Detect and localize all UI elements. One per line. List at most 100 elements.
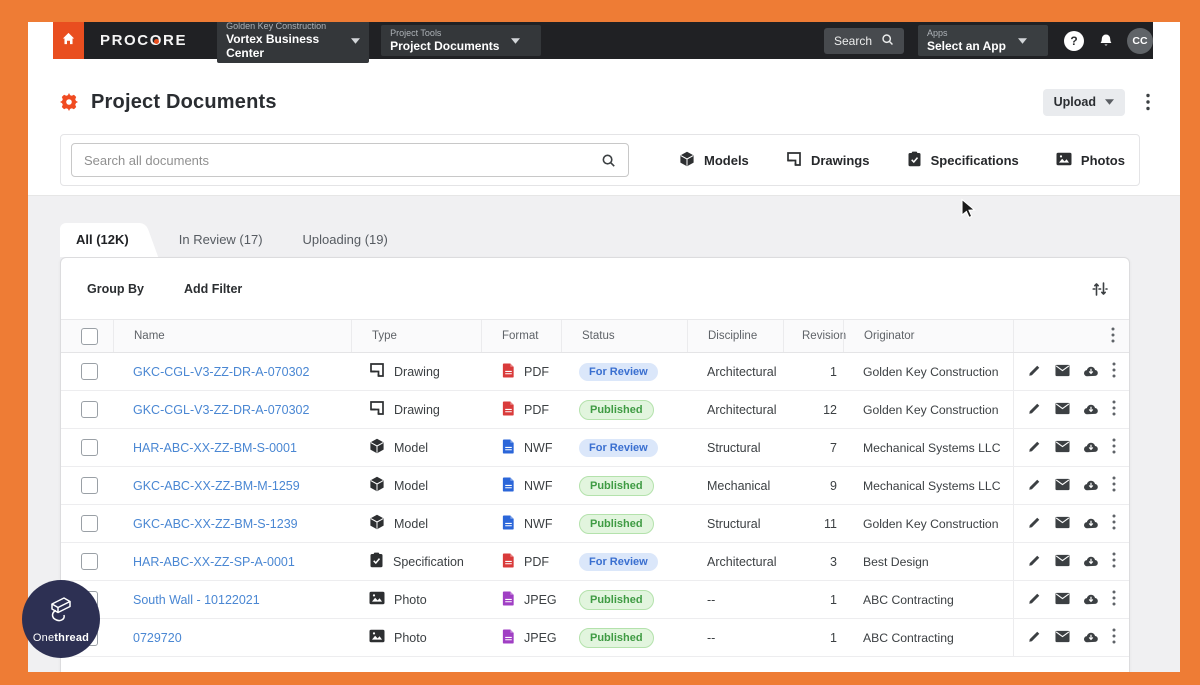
photo-icon: [369, 629, 385, 646]
column-header-revision[interactable]: Revision: [783, 320, 843, 352]
app-selector[interactable]: Apps Select an App: [918, 25, 1048, 56]
document-link[interactable]: HAR-ABC-XX-ZZ-SP-A-0001: [133, 555, 295, 569]
document-link[interactable]: GKC-ABC-XX-ZZ-BM-M-1259: [133, 479, 300, 493]
upload-button[interactable]: Upload: [1043, 89, 1125, 116]
notifications-bell-icon[interactable]: [1098, 33, 1114, 49]
pdf-file-icon: [501, 552, 516, 572]
search-icon[interactable]: [601, 153, 616, 168]
mail-icon: [1055, 364, 1070, 380]
download-button[interactable]: [1083, 478, 1099, 494]
row-checkbox[interactable]: [81, 553, 98, 570]
type-label: Drawing: [394, 403, 440, 417]
row-menu-button[interactable]: [1112, 400, 1116, 419]
format-label: PDF: [524, 555, 549, 569]
app-selector-label: Apps: [927, 28, 1006, 39]
edit-button[interactable]: [1027, 439, 1042, 457]
status-cell: For Review: [561, 543, 687, 580]
column-header-originator[interactable]: Originator: [843, 320, 1013, 352]
email-button[interactable]: [1055, 402, 1070, 418]
column-header-discipline[interactable]: Discipline: [687, 320, 783, 352]
row-menu-button[interactable]: [1112, 552, 1116, 571]
row-menu-button[interactable]: [1112, 514, 1116, 533]
document-link[interactable]: GKC-ABC-XX-ZZ-BM-S-1239: [133, 517, 298, 531]
category-models[interactable]: Models: [679, 151, 749, 170]
download-button[interactable]: [1083, 592, 1099, 608]
column-header-type[interactable]: Type: [351, 320, 481, 352]
row-menu-button[interactable]: [1112, 476, 1116, 495]
tab-uploading[interactable]: Uploading (19): [303, 223, 388, 257]
download-button[interactable]: [1083, 516, 1099, 532]
type-label: Specification: [393, 555, 464, 569]
type-cell: Photo: [351, 581, 481, 618]
format-cell: JPEG: [481, 581, 561, 618]
add-filter-button[interactable]: Add Filter: [184, 282, 242, 296]
tool-selector-value: Project Documents: [390, 39, 499, 53]
tool-selector[interactable]: Project Tools Project Documents: [381, 25, 541, 56]
discipline-cell: Architectural: [687, 353, 783, 390]
edit-button[interactable]: [1027, 401, 1042, 419]
column-header-status[interactable]: Status: [561, 320, 687, 352]
table-menu-kebab-icon[interactable]: [1111, 327, 1115, 346]
row-checkbox[interactable]: [81, 363, 98, 380]
download-button[interactable]: [1083, 554, 1099, 570]
document-link[interactable]: GKC-CGL-V3-ZZ-DR-A-070302: [133, 365, 309, 379]
select-all-checkbox[interactable]: [81, 328, 98, 345]
edit-button[interactable]: [1027, 553, 1042, 571]
row-menu-button[interactable]: [1112, 628, 1116, 647]
pdf-file-icon: [501, 400, 516, 420]
revision-cell: 12: [783, 391, 843, 428]
email-button[interactable]: [1055, 478, 1070, 494]
document-link[interactable]: 0729720: [133, 631, 182, 645]
document-link[interactable]: HAR-ABC-XX-ZZ-BM-S-0001: [133, 441, 297, 455]
row-menu-button[interactable]: [1112, 438, 1116, 457]
edit-button[interactable]: [1027, 629, 1042, 647]
spec-icon: [369, 552, 384, 571]
edit-button[interactable]: [1027, 591, 1042, 609]
table-settings-icon[interactable]: [1091, 280, 1113, 298]
row-checkbox[interactable]: [81, 401, 98, 418]
category-drawings[interactable]: Drawings: [786, 151, 870, 170]
group-by-button[interactable]: Group By: [87, 282, 144, 296]
type-cell: Model: [351, 467, 481, 504]
email-button[interactable]: [1055, 364, 1070, 380]
cube-icon: [369, 514, 385, 533]
document-search-input[interactable]: [84, 153, 601, 168]
help-icon[interactable]: ?: [1064, 31, 1084, 51]
download-button[interactable]: [1083, 402, 1099, 418]
email-button[interactable]: [1055, 554, 1070, 570]
page-menu-kebab-icon[interactable]: [1146, 93, 1150, 111]
global-search-button[interactable]: Search: [824, 28, 904, 54]
user-avatar[interactable]: CC: [1127, 28, 1153, 54]
download-button[interactable]: [1083, 440, 1099, 456]
edit-button[interactable]: [1027, 477, 1042, 495]
row-checkbox[interactable]: [81, 439, 98, 456]
tab-all[interactable]: All (12K): [60, 223, 139, 257]
document-link[interactable]: South Wall - 10122021: [133, 593, 260, 607]
download-button[interactable]: [1083, 364, 1099, 380]
home-button[interactable]: [53, 22, 84, 59]
email-button[interactable]: [1055, 630, 1070, 646]
table-row: GKC-CGL-V3-ZZ-DR-A-070302DrawingPDFPubli…: [61, 391, 1129, 429]
row-checkbox[interactable]: [81, 515, 98, 532]
category-specifications[interactable]: Specifications: [907, 151, 1019, 170]
gear-icon[interactable]: [60, 93, 78, 111]
email-button[interactable]: [1055, 516, 1070, 532]
column-header-name[interactable]: Name: [113, 320, 351, 352]
row-menu-button[interactable]: [1112, 362, 1116, 381]
project-selector[interactable]: Golden Key Construction Vortex Business …: [217, 22, 369, 63]
category-photos[interactable]: Photos: [1056, 151, 1125, 170]
nwf-file-icon: [501, 514, 516, 534]
edit-button[interactable]: [1027, 363, 1042, 381]
revision-cell: 3: [783, 543, 843, 580]
edit-button[interactable]: [1027, 515, 1042, 533]
email-button[interactable]: [1055, 440, 1070, 456]
tab-in[interactable]: In Review (17): [179, 223, 263, 257]
row-actions: [1013, 581, 1129, 618]
row-menu-button[interactable]: [1112, 590, 1116, 609]
chevron-down-icon: [1105, 99, 1114, 105]
row-checkbox[interactable]: [81, 477, 98, 494]
download-button[interactable]: [1083, 630, 1099, 646]
document-link[interactable]: GKC-CGL-V3-ZZ-DR-A-070302: [133, 403, 309, 417]
email-button[interactable]: [1055, 592, 1070, 608]
column-header-format[interactable]: Format: [481, 320, 561, 352]
